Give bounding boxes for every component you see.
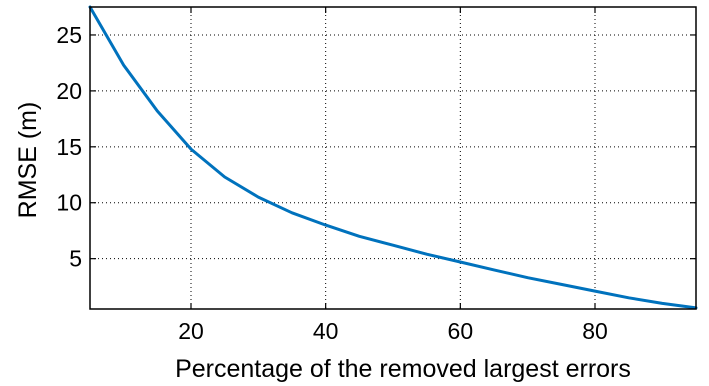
- x-axis-label: Percentage of the removed largest errors: [175, 355, 631, 383]
- data-series: [88, 5, 698, 310]
- y-tick-label: 5: [69, 246, 82, 272]
- grid-lines: [90, 7, 696, 309]
- x-tick-label: 20: [178, 318, 204, 344]
- plot-area-frame: [89, 6, 697, 310]
- tick-labels: 20 40 60 80 5 10 15 20 25: [56, 22, 607, 344]
- tick-marks: [90, 7, 696, 309]
- y-tick-label: 20: [56, 78, 82, 104]
- y-axis-label: RMSE (m): [14, 102, 42, 219]
- rmse-series-line: [88, 5, 698, 310]
- y-tick-label: 10: [56, 190, 82, 216]
- y-tick-label: 15: [56, 134, 82, 160]
- x-tick-label: 60: [448, 318, 474, 344]
- x-tick-label: 80: [582, 318, 608, 344]
- y-tick-label: 25: [56, 22, 82, 48]
- x-tick-label: 40: [313, 318, 339, 344]
